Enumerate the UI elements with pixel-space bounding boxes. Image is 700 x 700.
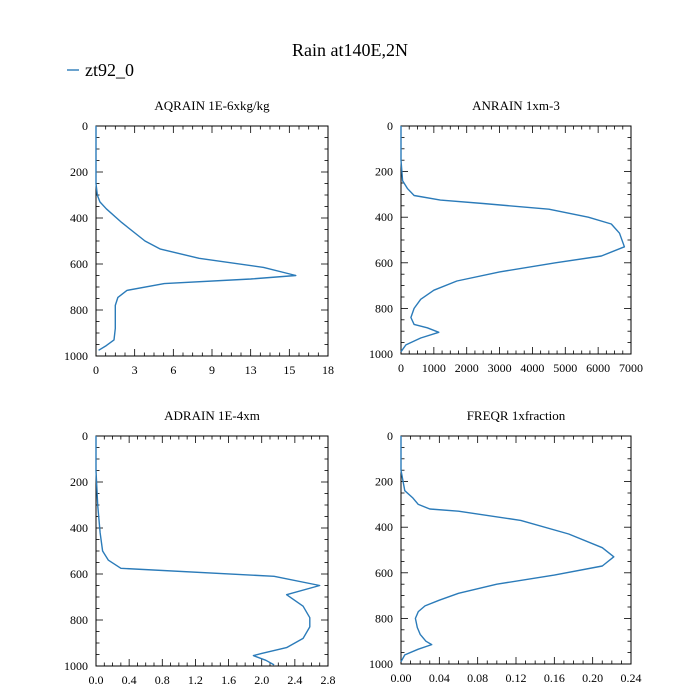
x-tick-label: 3 [132,363,138,377]
x-tick-label: 2.4 [287,673,302,687]
y-tick-label: 400 [70,211,88,225]
x-tick-label: 13 [245,363,257,377]
plot-frame [95,435,329,667]
x-tick-label: 0.00 [391,671,412,685]
plot-frame [400,125,632,355]
series-line-1 [400,436,615,663]
legend-label: zt92_0 [85,60,134,80]
plot-frame [95,125,329,357]
y-tick-label: 1000 [369,657,393,671]
panel-title: FREQR 1xfraction [467,408,566,423]
panel-title: AQRAIN 1E-6xkg/kg [154,98,270,113]
y-tick-label: 400 [375,520,393,534]
x-tick-label: 6 [170,363,176,377]
y-tick-label: 1000 [64,659,88,673]
y-tick-label: 600 [375,256,393,270]
x-tick-label: 7000 [619,361,643,375]
x-tick-label: 1000 [422,361,446,375]
y-tick-label: 0 [387,119,393,133]
y-tick-label: 0 [82,429,88,443]
y-tick-label: 600 [70,567,88,581]
x-tick-label: 3000 [488,361,512,375]
y-tick-label: 200 [70,475,88,489]
series-line-1 [95,436,321,666]
x-tick-label: 0.4 [122,673,137,687]
panel-2: ANRAIN 1xm-30 1000 2000 3000 4000 5000 6000 700… [369,98,643,375]
panel-4: FREQR 1xfraction 0.00 0.04 0.08 0.12 0.16 0.20… [369,408,642,685]
y-tick-label: 1000 [369,347,393,361]
y-tick-label: 200 [375,475,393,489]
x-tick-label: 5000 [553,361,577,375]
y-tick-label: 800 [375,301,393,315]
x-tick-label: 2.8 [321,673,336,687]
x-tick-label: 1.6 [221,673,236,687]
y-tick-label: 0 [82,119,88,133]
x-tick-label: 0 [93,363,99,377]
y-tick-label: 200 [375,165,393,179]
panel-title: ADRAIN 1E-4xm [164,408,260,423]
x-tick-label: 0.20 [582,671,603,685]
y-tick-label: 800 [70,303,88,317]
x-tick-label: 1.2 [188,673,203,687]
figure-title: Rain at140E,2N [292,40,408,60]
y-tick-label: 400 [375,210,393,224]
x-tick-label: 0.04 [429,671,450,685]
x-tick-label: 0 [398,361,404,375]
x-tick-label: 18 [322,363,334,377]
series-line-1 [400,126,626,353]
y-tick-label: 200 [70,165,88,179]
series-line-1 [95,126,297,351]
y-tick-label: 0 [387,429,393,443]
y-tick-label: 400 [70,521,88,535]
x-tick-label: 0.12 [506,671,527,685]
x-tick-label: 6000 [586,361,610,375]
panels: AQRAIN 1E-6xkg/kg 0 3 6 9 13 15 18 0 200 400 600 800… [64,98,643,687]
y-tick-label: 800 [70,613,88,627]
panel-title: ANRAIN 1xm-3 [472,98,560,113]
x-tick-label: 2000 [455,361,479,375]
x-tick-label: 2.0 [254,673,269,687]
y-tick-label: 800 [375,611,393,625]
x-tick-label: 0.16 [544,671,565,685]
panel-1: AQRAIN 1E-6xkg/kg 0 3 6 9 13 15 18 0 200 400 600 800… [64,98,334,377]
x-tick-label: 0.08 [467,671,488,685]
y-tick-label: 600 [375,566,393,580]
panel-3: ADRAIN 1E-4xm 0.0 0.4 0.8 1.2 1.6 2.0 2.4 2.8 0 20… [64,408,336,687]
plot-frame [400,435,632,665]
x-tick-label: 0.0 [89,673,104,687]
x-tick-label: 0.24 [621,671,642,685]
x-tick-label: 9 [209,363,215,377]
y-tick-label: 600 [70,257,88,271]
x-tick-label: 15 [283,363,295,377]
x-tick-label: 4000 [520,361,544,375]
y-tick-label: 1000 [64,349,88,363]
x-tick-label: 0.8 [155,673,170,687]
